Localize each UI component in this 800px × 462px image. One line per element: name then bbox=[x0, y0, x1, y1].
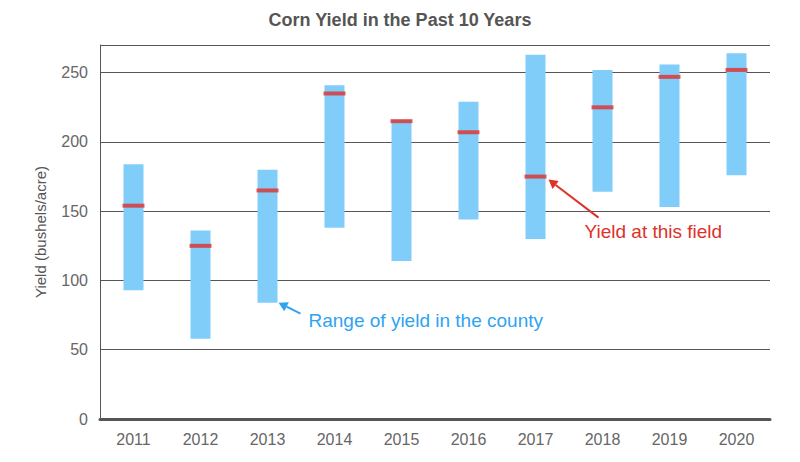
svg-text:Yield (bushels/acre): Yield (bushels/acre) bbox=[32, 166, 49, 298]
svg-text:0: 0 bbox=[79, 411, 88, 428]
svg-text:Range of yield in the county: Range of yield in the county bbox=[309, 310, 544, 331]
svg-text:2018: 2018 bbox=[585, 431, 621, 448]
svg-text:2016: 2016 bbox=[451, 431, 487, 448]
svg-text:2013: 2013 bbox=[250, 431, 286, 448]
svg-text:2019: 2019 bbox=[652, 431, 688, 448]
svg-text:2017: 2017 bbox=[518, 431, 554, 448]
svg-text:100: 100 bbox=[61, 272, 88, 289]
svg-text:Yield at this field: Yield at this field bbox=[585, 221, 723, 242]
svg-text:250: 250 bbox=[61, 64, 88, 81]
svg-text:2014: 2014 bbox=[317, 431, 353, 448]
svg-text:2015: 2015 bbox=[384, 431, 420, 448]
svg-text:200: 200 bbox=[61, 133, 88, 150]
svg-text:50: 50 bbox=[70, 341, 88, 358]
svg-text:2020: 2020 bbox=[719, 431, 755, 448]
svg-text:150: 150 bbox=[61, 203, 88, 220]
svg-text:Corn Yield in the Past 10 Year: Corn Yield in the Past 10 Years bbox=[269, 10, 532, 30]
svg-text:2011: 2011 bbox=[116, 431, 151, 448]
svg-text:2012: 2012 bbox=[183, 431, 219, 448]
